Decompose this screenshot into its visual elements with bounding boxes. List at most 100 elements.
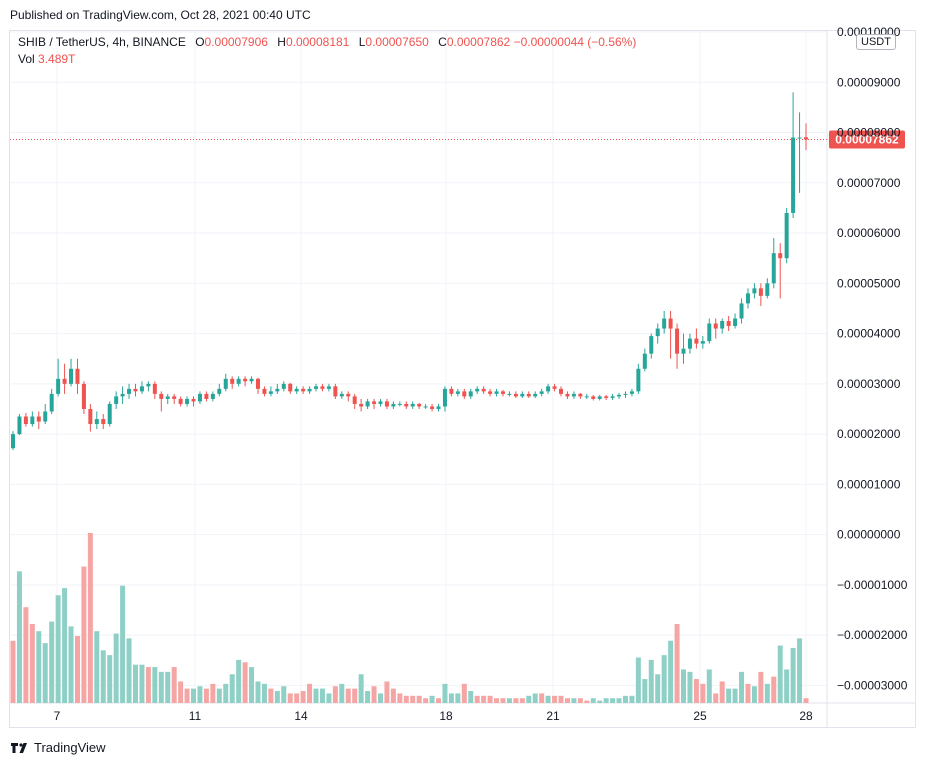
volume-bar — [139, 664, 145, 703]
open-value: 0.00007906 — [204, 35, 268, 49]
currency-badge[interactable]: USDT — [856, 34, 896, 50]
volume-bar — [519, 698, 525, 703]
volume-bar — [55, 595, 61, 703]
volume-bar — [36, 631, 42, 703]
candle-body — [488, 391, 493, 394]
candle-body — [675, 328, 680, 354]
candle-body — [610, 396, 615, 398]
volume-bar — [171, 667, 177, 703]
close-value: 0.00007862 — [446, 35, 511, 49]
volume-bar — [184, 688, 190, 703]
volume-bar — [242, 662, 248, 703]
candle-body — [333, 386, 338, 397]
candle-body — [30, 416, 35, 425]
y-tick-label: 0.00004000 — [837, 327, 901, 341]
volume-bar — [436, 698, 442, 703]
volume-bar — [764, 683, 770, 703]
candle-body — [204, 393, 209, 399]
y-tick-label: 0.00008000 — [837, 126, 901, 140]
volume-bar — [584, 700, 590, 703]
volume-bar — [552, 695, 558, 703]
candle-body — [114, 396, 119, 404]
candle-body — [629, 391, 634, 394]
candle-body — [655, 328, 660, 337]
candle-body — [752, 288, 757, 294]
grid-lines — [9, 30, 916, 728]
volume-bar — [739, 671, 745, 703]
candle-body — [268, 391, 273, 394]
candle-body — [178, 398, 183, 404]
x-tick-label: 28 — [799, 709, 813, 723]
volume-bar — [500, 698, 506, 703]
candle-body — [513, 393, 518, 397]
volume-bar — [358, 674, 364, 703]
y-tick-label: −0.00003000 — [837, 678, 908, 692]
candle-body — [326, 386, 331, 389]
volume-bar — [474, 695, 480, 703]
volume-bar — [713, 693, 719, 703]
volume-bar — [706, 669, 712, 703]
candle-body — [223, 378, 228, 389]
volume-bar — [236, 659, 242, 703]
volume-bar — [629, 695, 635, 703]
volume-bar — [494, 698, 500, 703]
candle-body — [294, 388, 299, 392]
candle-body — [546, 386, 551, 392]
volume-bar — [577, 698, 583, 703]
candle-body — [700, 341, 705, 344]
volume-bar — [784, 669, 790, 703]
candle-body — [88, 408, 93, 425]
y-tick-label: −0.00002000 — [837, 628, 908, 642]
volume-label: Vol — [18, 52, 35, 66]
tradingview-brand[interactable]: TradingView — [10, 740, 106, 755]
symbol-label[interactable]: SHIB / TetherUS, 4h, BINANCE — [18, 35, 186, 49]
volume-bar — [255, 681, 261, 703]
candle-body — [462, 391, 467, 397]
volume-bar — [210, 683, 216, 703]
volume-bar — [429, 695, 435, 703]
volume-bar — [558, 695, 564, 703]
volume-bar — [461, 683, 467, 703]
volume-bar — [622, 695, 628, 703]
high-label: H — [277, 35, 286, 49]
candle-body — [255, 378, 260, 389]
volume-bar — [339, 683, 345, 703]
candle-body — [249, 378, 254, 382]
candle-body — [410, 403, 415, 407]
volume-bar — [68, 626, 74, 703]
chart-frame[interactable] — [9, 30, 916, 728]
candle-body — [127, 388, 132, 394]
candle-body — [468, 391, 473, 397]
y-tick-label: −0.00001000 — [837, 578, 908, 592]
candle-body — [391, 403, 396, 407]
candle-body — [591, 396, 596, 399]
volume-bar — [49, 621, 55, 703]
volume-bar — [693, 679, 699, 703]
volume-bar — [732, 688, 738, 703]
volume-bar — [590, 698, 596, 703]
y-tick-label: 0.00009000 — [837, 75, 901, 89]
candle-body — [507, 393, 512, 395]
candle-body — [784, 212, 789, 259]
low-label: L — [358, 35, 366, 49]
candle-body — [571, 393, 576, 397]
y-tick-label: 0.00007000 — [837, 176, 901, 190]
brand-label: TradingView — [34, 740, 106, 755]
candle-body — [430, 406, 435, 409]
close-label: C — [438, 35, 447, 49]
volume-bar — [332, 686, 338, 703]
volume-bar — [100, 650, 106, 703]
volume-bar — [281, 686, 287, 703]
volume-bar — [365, 691, 371, 703]
candle-body — [69, 368, 74, 384]
y-tick-label: 0.00000000 — [837, 528, 901, 542]
volume-bar — [132, 664, 138, 703]
volume-bar — [635, 657, 641, 703]
ohlc-legend: SHIB / TetherUS, 4h, BINANCE O0.00007906… — [18, 35, 636, 49]
volume-bar — [674, 623, 680, 703]
volume-bar — [597, 700, 603, 703]
volume-bar — [513, 698, 519, 703]
volume-legend: Vol 3.489T — [18, 52, 75, 66]
candle-body — [533, 393, 538, 397]
